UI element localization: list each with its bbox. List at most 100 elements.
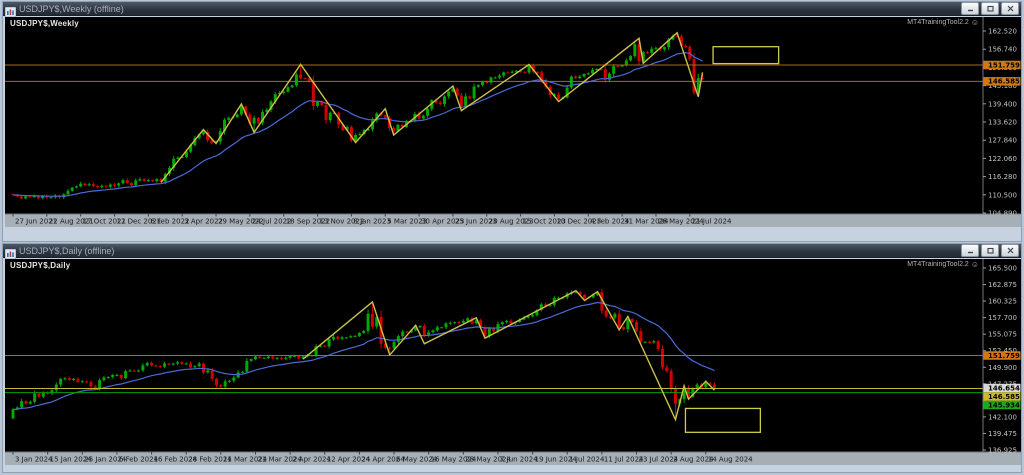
price-tag <box>983 60 1021 70</box>
chart-window-icon <box>4 246 17 259</box>
chart-content-daily: 165.500 162.875 160.325 157.700 155.075 152.4… <box>5 259 1021 465</box>
svg-text:2 Apr 2024: 2 Apr 2024 <box>292 456 331 464</box>
svg-text:6 Feb 2024: 6 Feb 2024 <box>119 456 159 464</box>
svg-text:5 Mar 2023: 5 Mar 2023 <box>387 218 427 226</box>
svg-text:110.500: 110.500 <box>988 191 1017 199</box>
svg-text:133.620: 133.620 <box>988 119 1017 127</box>
close-button[interactable] <box>1001 244 1019 257</box>
window-titlebar[interactable]: USDJPY$,Weekly (offline) <box>3 2 1021 17</box>
svg-text:2 Aug 2024: 2 Aug 2024 <box>673 456 714 464</box>
price-tag <box>983 351 1021 360</box>
svg-text:31 Mar 2024: 31 Mar 2024 <box>624 218 669 226</box>
chart-background <box>5 17 1021 214</box>
svg-text:29 May 2022: 29 May 2022 <box>218 218 264 226</box>
svg-text:25 Jun 2023: 25 Jun 2023 <box>455 218 497 226</box>
price-tag <box>983 400 1021 410</box>
svg-text:145.180: 145.180 <box>988 82 1017 90</box>
svg-text:139.400: 139.400 <box>988 100 1017 108</box>
svg-text:155.075: 155.075 <box>988 331 1017 339</box>
svg-text:104.890: 104.890 <box>988 210 1017 218</box>
svg-text:21 Mar 2024: 21 Mar 2024 <box>257 456 302 464</box>
hlines-layer <box>5 64 983 82</box>
weekly-chart-canvas[interactable]: 162.520156.740150.960145.180139.400133.6… <box>5 17 1021 227</box>
svg-text:146.585: 146.585 <box>988 393 1020 401</box>
svg-text:116.280: 116.280 <box>988 173 1017 181</box>
restore-button[interactable] <box>981 2 999 15</box>
svg-text:25 Jan 2024: 25 Jan 2024 <box>84 456 127 464</box>
moving-average-line <box>12 52 703 197</box>
svg-text:16 Feb 2024: 16 Feb 2024 <box>154 456 198 464</box>
minimize-button[interactable] <box>961 2 979 15</box>
svg-text:139.475: 139.475 <box>988 430 1017 438</box>
svg-text:28 Feb 2024: 28 Feb 2024 <box>188 456 232 464</box>
svg-text:160.325: 160.325 <box>988 298 1017 306</box>
daily-chart-canvas[interactable]: 165.500 162.875 160.325 157.700 155.075 152.4… <box>5 259 1021 465</box>
window-title: USDJPY$,Daily (offline) <box>19 245 115 256</box>
svg-text:15 Oct 2023: 15 Oct 2023 <box>523 218 566 226</box>
zigzag-line <box>302 289 715 422</box>
window-titlebar[interactable]: USDJPY$,Daily (offline) <box>3 244 1021 259</box>
annotation-rectangle[interactable] <box>712 46 780 65</box>
svg-text:27 Jun 2021: 27 Jun 2021 <box>15 218 57 226</box>
svg-text:13 Nov 2022: 13 Nov 2022 <box>320 218 365 226</box>
svg-text:12 Apr 2024: 12 Apr 2024 <box>327 456 371 464</box>
price-tag <box>983 392 1021 401</box>
svg-text:30 Apr 2023: 30 Apr 2023 <box>421 218 464 226</box>
svg-text:162.520: 162.520 <box>988 28 1017 36</box>
svg-text:24 Apr 2024: 24 Apr 2024 <box>361 456 405 464</box>
svg-text:18 Sep 2022: 18 Sep 2022 <box>286 218 330 226</box>
svg-text:11 Jul 2024: 11 Jul 2024 <box>604 456 644 464</box>
price-tag <box>983 77 1021 86</box>
svg-text:7 Jun 2024: 7 Jun 2024 <box>500 456 538 464</box>
svg-text:10 Dec 2023: 10 Dec 2023 <box>556 218 601 226</box>
window-title: USDJPY$,Weekly (offline) <box>19 3 124 14</box>
chart-window-daily: USDJPY$,Daily (offline) 165.500 162.875 16… <box>2 243 1022 473</box>
svg-text:6 May 2024: 6 May 2024 <box>396 456 438 464</box>
annotation-rectangle[interactable] <box>684 407 762 433</box>
svg-text:162.875: 162.875 <box>988 281 1017 289</box>
restore-button[interactable] <box>981 244 999 257</box>
svg-text:146.654: 146.654 <box>988 384 1020 392</box>
svg-text:15 Jan 2024: 15 Jan 2024 <box>50 456 93 464</box>
svg-text:146.585: 146.585 <box>988 78 1020 86</box>
svg-text:122.060: 122.060 <box>988 155 1017 163</box>
close-button[interactable] <box>1001 2 1019 15</box>
svg-text:17 Oct 2021: 17 Oct 2021 <box>83 218 126 226</box>
svg-text:136.925: 136.925 <box>988 446 1017 454</box>
svg-text:21 Jul 2024: 21 Jul 2024 <box>692 218 732 226</box>
svg-text:4 Feb 2024: 4 Feb 2024 <box>590 218 630 226</box>
hlines-layer <box>5 355 983 394</box>
svg-text:3 Apr 2022: 3 Apr 2022 <box>184 218 223 226</box>
candles-layer <box>11 32 704 200</box>
svg-text:127.840: 127.840 <box>988 137 1017 145</box>
svg-text:20 Aug 2023: 20 Aug 2023 <box>489 218 534 226</box>
price-tag <box>983 383 1021 393</box>
svg-text:142.100: 142.100 <box>988 413 1017 421</box>
zigzag-line <box>160 31 704 183</box>
svg-text:3 Jan 2024: 3 Jan 2024 <box>15 456 53 464</box>
svg-text:151.759: 151.759 <box>988 352 1020 360</box>
svg-text:151.759: 151.759 <box>988 61 1020 69</box>
svg-text:11 Mar 2024: 11 Mar 2024 <box>223 456 268 464</box>
moving-average-line <box>12 301 715 410</box>
svg-text:26 May 2024: 26 May 2024 <box>658 218 704 226</box>
svg-text:145.934: 145.934 <box>988 401 1020 409</box>
svg-text:8 Jan 2023: 8 Jan 2023 <box>353 218 391 226</box>
svg-text:23 Jul 2024: 23 Jul 2024 <box>639 456 679 464</box>
chart-window-weekly: USDJPY$,Weekly (offline) 162.520 156.740 1… <box>2 1 1022 242</box>
window-controls <box>961 244 1019 257</box>
svg-text:12 Dec 2021: 12 Dec 2021 <box>117 218 162 226</box>
svg-text:14 Aug 2024: 14 Aug 2024 <box>708 456 753 464</box>
svg-text:152.450: 152.450 <box>988 347 1017 355</box>
window-controls <box>961 2 1019 15</box>
minimize-button[interactable] <box>961 244 979 257</box>
chart-window-icon <box>4 4 17 17</box>
svg-text:28 May 2024: 28 May 2024 <box>465 456 511 464</box>
svg-text:22 Aug 2021: 22 Aug 2021 <box>49 218 94 226</box>
svg-text:157.700: 157.700 <box>988 314 1017 322</box>
svg-text:165.500: 165.500 <box>988 265 1017 273</box>
svg-text:6 Feb 2022: 6 Feb 2022 <box>150 218 189 226</box>
